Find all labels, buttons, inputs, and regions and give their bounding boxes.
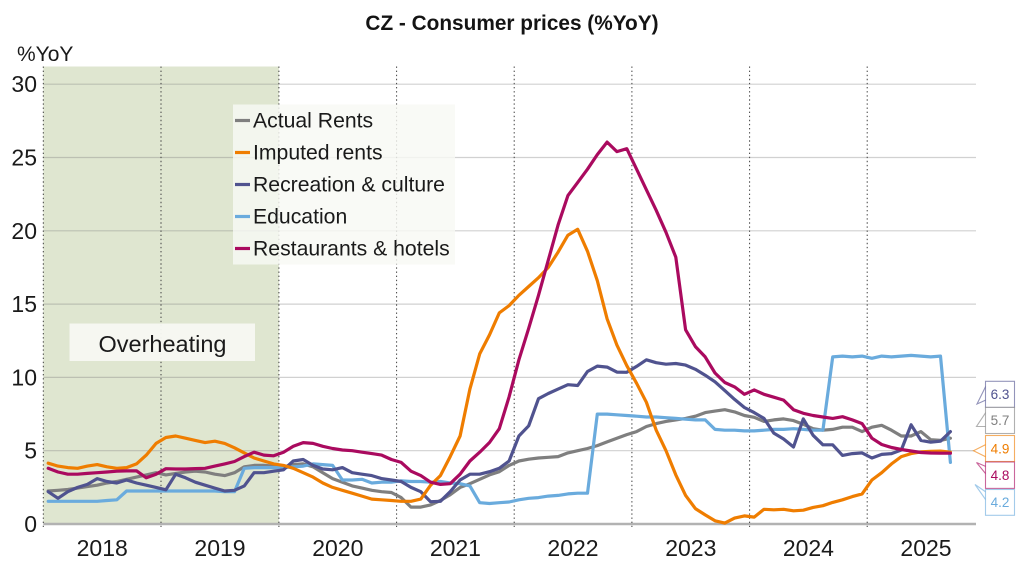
svg-text:Recreation & culture: Recreation & culture bbox=[253, 174, 445, 197]
svg-text:6.3: 6.3 bbox=[991, 387, 1010, 402]
svg-text:2022: 2022 bbox=[547, 535, 598, 561]
svg-text:30: 30 bbox=[11, 71, 37, 97]
svg-text:0: 0 bbox=[24, 511, 37, 537]
svg-text:2021: 2021 bbox=[430, 535, 481, 561]
svg-text:25: 25 bbox=[11, 145, 37, 171]
svg-text:2019: 2019 bbox=[194, 535, 245, 561]
svg-text:Education: Education bbox=[253, 206, 347, 229]
svg-text:15: 15 bbox=[11, 291, 37, 317]
svg-text:2018: 2018 bbox=[77, 535, 128, 561]
svg-text:2025: 2025 bbox=[900, 535, 951, 561]
svg-text:2024: 2024 bbox=[783, 535, 834, 561]
svg-text:Actual Rents: Actual Rents bbox=[253, 110, 373, 133]
svg-text:5: 5 bbox=[24, 438, 37, 464]
svg-text:5.7: 5.7 bbox=[991, 413, 1010, 428]
svg-text:10: 10 bbox=[11, 364, 37, 390]
svg-text:%YoY: %YoY bbox=[17, 43, 73, 66]
svg-text:CZ - Consumer prices (%YoY): CZ - Consumer prices (%YoY) bbox=[365, 12, 658, 35]
svg-text:2020: 2020 bbox=[312, 535, 363, 561]
svg-text:2023: 2023 bbox=[665, 535, 716, 561]
svg-text:4.9: 4.9 bbox=[991, 441, 1010, 456]
svg-text:4.8: 4.8 bbox=[991, 468, 1010, 483]
svg-text:Imputed rents: Imputed rents bbox=[253, 142, 383, 165]
svg-text:4.2: 4.2 bbox=[991, 495, 1010, 510]
svg-text:Restaurants & hotels: Restaurants & hotels bbox=[253, 238, 450, 261]
svg-text:20: 20 bbox=[11, 218, 37, 244]
svg-text:Overheating: Overheating bbox=[98, 331, 226, 357]
